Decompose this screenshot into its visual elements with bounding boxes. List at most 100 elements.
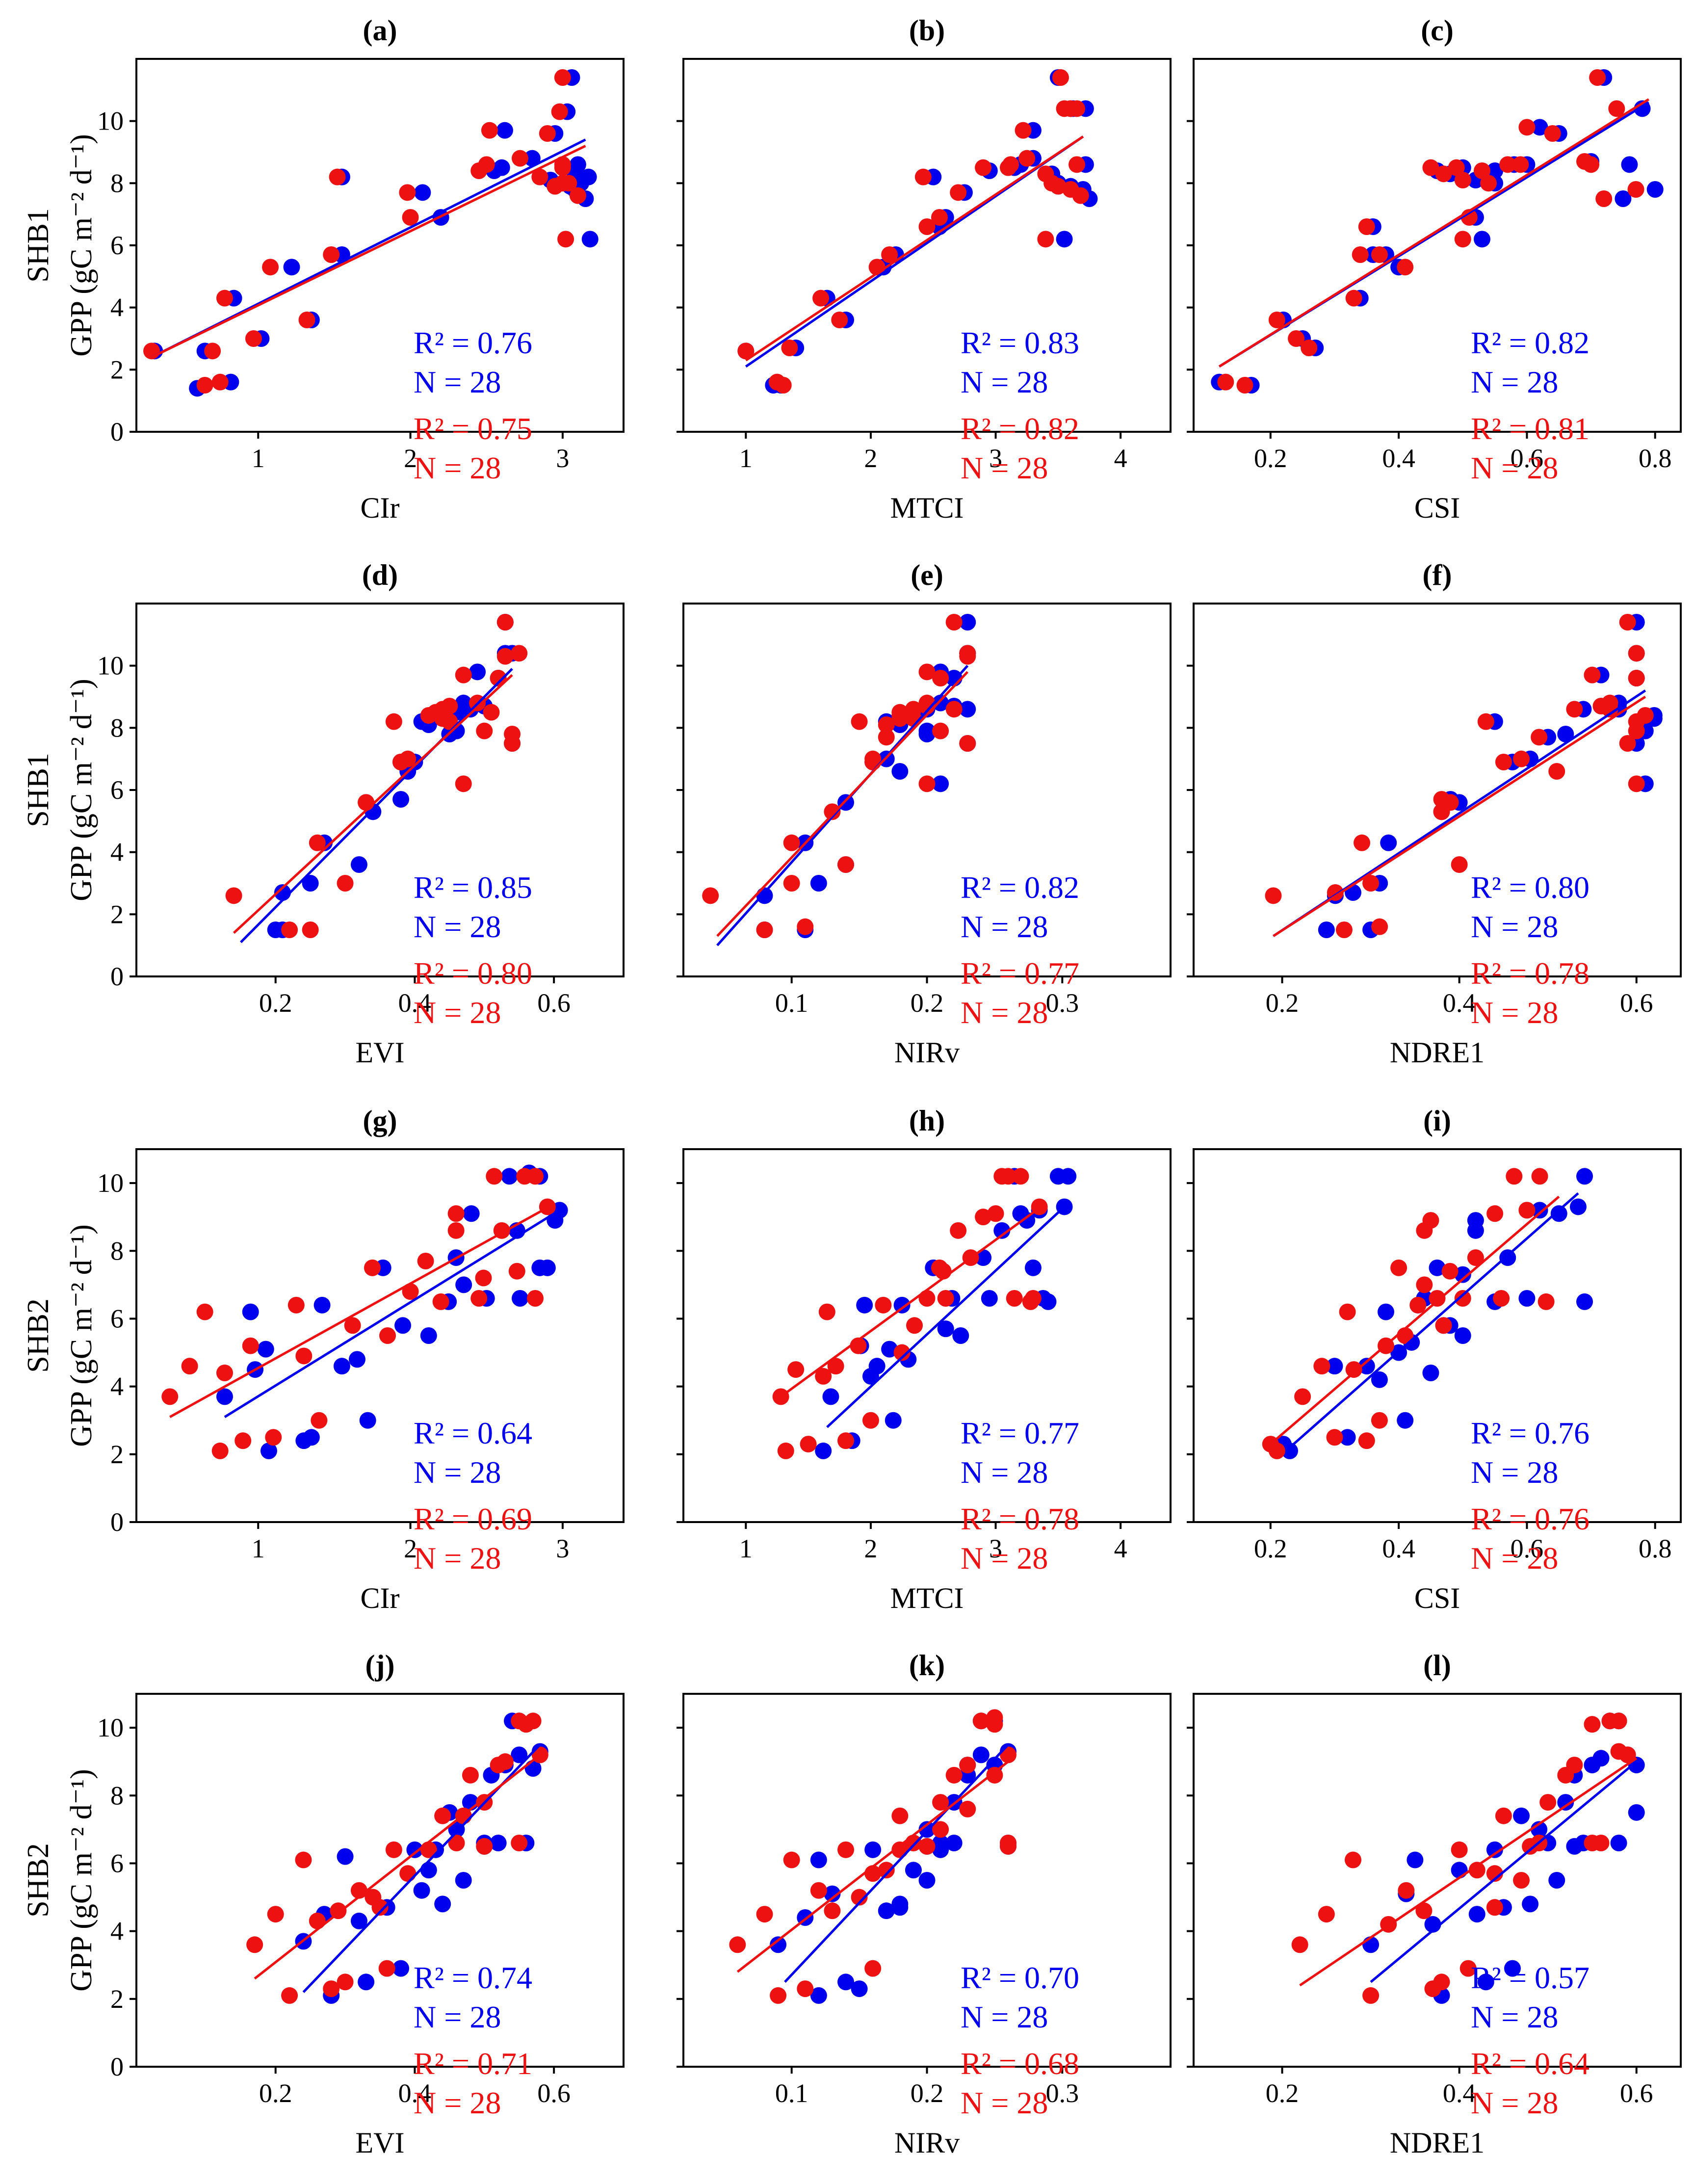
data-point-red — [914, 168, 932, 185]
data-point-red — [295, 1851, 312, 1868]
data-point-red — [1409, 1296, 1427, 1314]
data-point-red — [470, 1290, 488, 1307]
data-point-blue — [937, 1320, 954, 1338]
data-point-red — [1619, 735, 1636, 752]
data-point-red — [511, 150, 528, 167]
data-point-red — [875, 1296, 892, 1314]
stat-label-blue: R² = 0.80 — [1471, 870, 1590, 905]
data-point-red — [364, 1259, 381, 1276]
data-point-red — [987, 1205, 1004, 1222]
data-point-red — [1037, 231, 1054, 248]
y-tick-label: 10 — [97, 1168, 124, 1198]
data-point-red — [800, 1436, 817, 1453]
data-point-red — [225, 887, 242, 904]
data-point-red — [756, 1906, 773, 1923]
data-point-red — [181, 1358, 198, 1375]
x-tick-label: 0.3 — [1046, 988, 1079, 1018]
data-point-blue — [1024, 1259, 1042, 1276]
data-point-red — [1628, 670, 1645, 686]
data-point-red — [399, 1865, 417, 1882]
data-point-blue — [905, 1862, 922, 1879]
x-axis-label: NDRE1 — [1390, 1036, 1485, 1069]
data-point-red — [1268, 312, 1285, 328]
data-point-blue — [1646, 181, 1664, 198]
data-point-red — [975, 159, 992, 176]
data-point-red — [893, 1344, 911, 1361]
y-tick-label: 4 — [110, 1372, 124, 1401]
x-tick-label: 0.3 — [1046, 2079, 1079, 2108]
data-point-blue — [257, 1341, 274, 1358]
stat-label-blue: N = 28 — [1471, 2000, 1558, 2034]
fit-line-blue — [1370, 1761, 1638, 1983]
data-point-red — [1006, 1290, 1023, 1307]
x-tick-label: 0.2 — [1254, 1534, 1287, 1563]
data-point-blue — [1576, 1293, 1593, 1310]
data-point-red — [1371, 918, 1388, 935]
data-point-red — [986, 1766, 1003, 1784]
panel-title: (d) — [362, 559, 398, 591]
stat-label-blue: N = 28 — [414, 2000, 501, 2034]
data-point-blue — [455, 694, 472, 711]
data-point-blue — [891, 763, 909, 780]
data-point-red — [1429, 1290, 1446, 1307]
stat-label-blue: R² = 0.77 — [961, 1416, 1079, 1450]
data-point-red — [527, 1290, 544, 1307]
fit-line-red — [1299, 1757, 1638, 1987]
plot-frame — [1193, 58, 1682, 433]
data-point-blue — [1550, 1205, 1567, 1222]
data-point-blue — [469, 663, 486, 681]
data-point-red — [344, 1317, 361, 1334]
plot-area — [1291, 1712, 1645, 2004]
data-point-red — [1043, 175, 1061, 192]
data-point-red — [918, 775, 936, 792]
data-point-red — [1610, 1743, 1627, 1760]
data-point-red — [1422, 1212, 1439, 1229]
panel-title: (k) — [909, 1649, 945, 1682]
data-point-red — [864, 1960, 882, 1977]
x-tick-label: 0.8 — [1639, 444, 1672, 473]
x-axis-label: MTCI — [890, 492, 964, 524]
x-tick-label: 0.4 — [1382, 444, 1415, 473]
data-point-blue — [1371, 1371, 1388, 1388]
data-point-red — [1548, 763, 1565, 780]
data-point-red — [824, 803, 841, 820]
panel-c: (c) 0.2 0.4 0.6 0.8 CSI R² = 0.82 N = 28 R² = 0.… — [1187, 14, 1682, 524]
data-point-red — [1294, 1388, 1311, 1405]
data-point-blue — [1326, 1358, 1343, 1375]
stat-label-red: N = 28 — [961, 1541, 1048, 1576]
x-tick-label: 1 — [739, 444, 753, 473]
stat-label-red: R² = 0.75 — [414, 411, 532, 446]
data-point-red — [379, 1327, 396, 1344]
data-point-red — [511, 645, 528, 662]
x-tick-label: 3 — [556, 444, 569, 473]
data-point-red — [1522, 1838, 1539, 1855]
data-point-red — [311, 1412, 328, 1429]
data-point-red — [1358, 218, 1375, 235]
data-point-red — [483, 704, 500, 721]
data-point-red — [1000, 1168, 1016, 1185]
data-point-red — [1371, 1412, 1388, 1429]
data-point-red — [959, 648, 976, 665]
data-point-red — [242, 1337, 259, 1354]
stat-label-red: R² = 0.69 — [414, 1501, 532, 1536]
data-point-blue — [810, 1987, 827, 2004]
data-point-red — [1398, 1882, 1415, 1899]
data-point-red — [527, 1168, 544, 1185]
data-point-red — [531, 168, 548, 185]
data-point-red — [1477, 713, 1494, 730]
data-point-red — [1486, 1205, 1504, 1222]
data-point-blue — [981, 1290, 998, 1307]
data-point-red — [918, 218, 936, 235]
data-point-red — [1495, 754, 1512, 770]
panel-title: (l) — [1423, 1649, 1451, 1682]
data-point-red — [797, 918, 814, 935]
panel-title: (h) — [909, 1105, 945, 1137]
data-point-red — [265, 1429, 282, 1446]
panel-title: (i) — [1423, 1105, 1451, 1137]
data-point-red — [496, 648, 514, 665]
data-point-red — [216, 289, 233, 307]
data-point-blue — [413, 1882, 430, 1899]
data-point-blue — [448, 1821, 465, 1838]
data-point-red — [161, 1388, 179, 1405]
data-point-blue — [1467, 1222, 1484, 1239]
